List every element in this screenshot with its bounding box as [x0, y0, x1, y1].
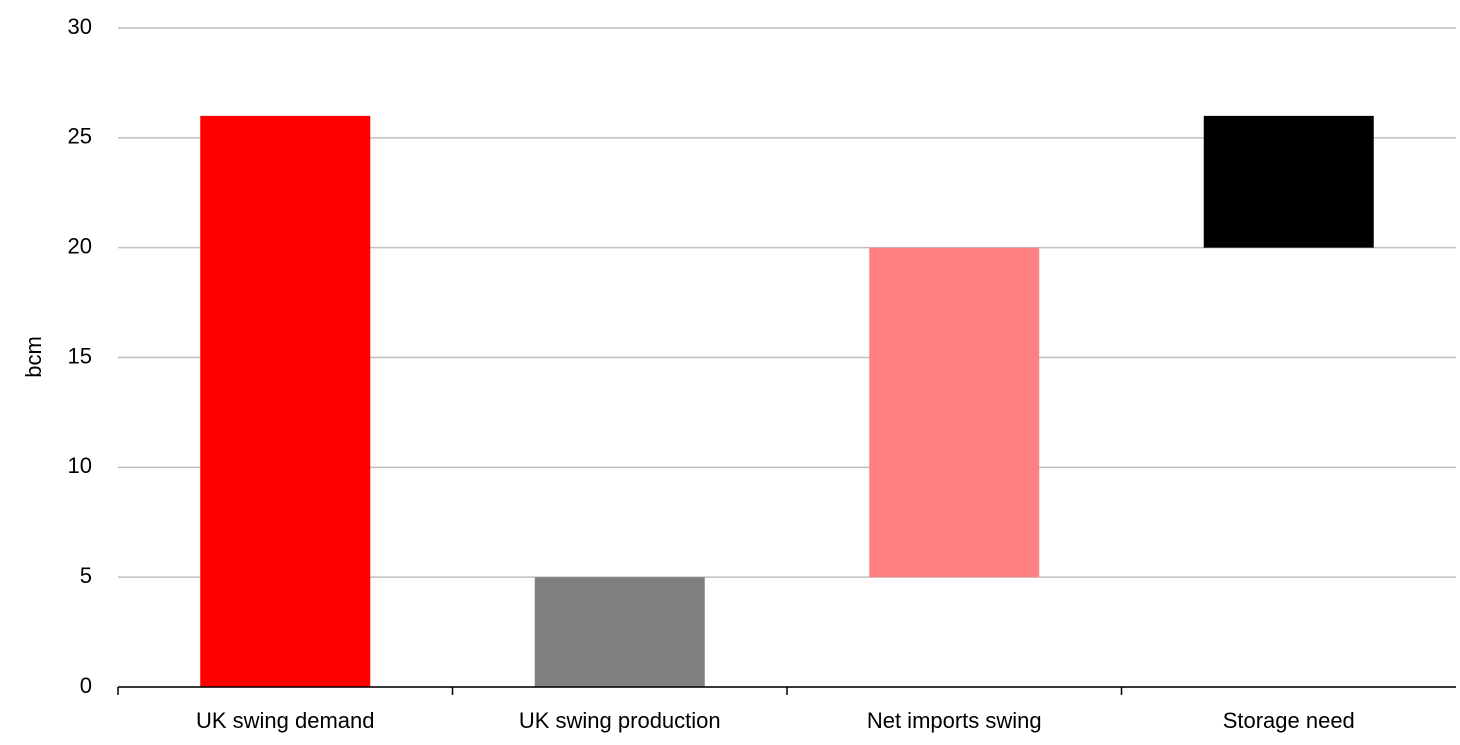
- y-tick-label: 30: [68, 14, 92, 39]
- bar: [1203, 115, 1374, 248]
- y-tick-label: 10: [68, 453, 92, 478]
- y-tick-label: 15: [68, 343, 92, 368]
- y-tick-label: 5: [80, 563, 92, 588]
- y-tick-label: 20: [68, 233, 92, 258]
- x-tick-label: Storage need: [1223, 708, 1355, 733]
- y-tick-label: 0: [80, 673, 92, 698]
- bar: [869, 247, 1040, 578]
- y-tick-label: 25: [68, 124, 92, 149]
- bar: [200, 115, 371, 687]
- y-axis-label: bcm: [21, 336, 46, 378]
- x-tick-label: UK swing demand: [196, 708, 375, 733]
- x-tick-label: Net imports swing: [867, 708, 1042, 733]
- bar: [534, 577, 705, 687]
- x-tick-label: UK swing production: [519, 708, 721, 733]
